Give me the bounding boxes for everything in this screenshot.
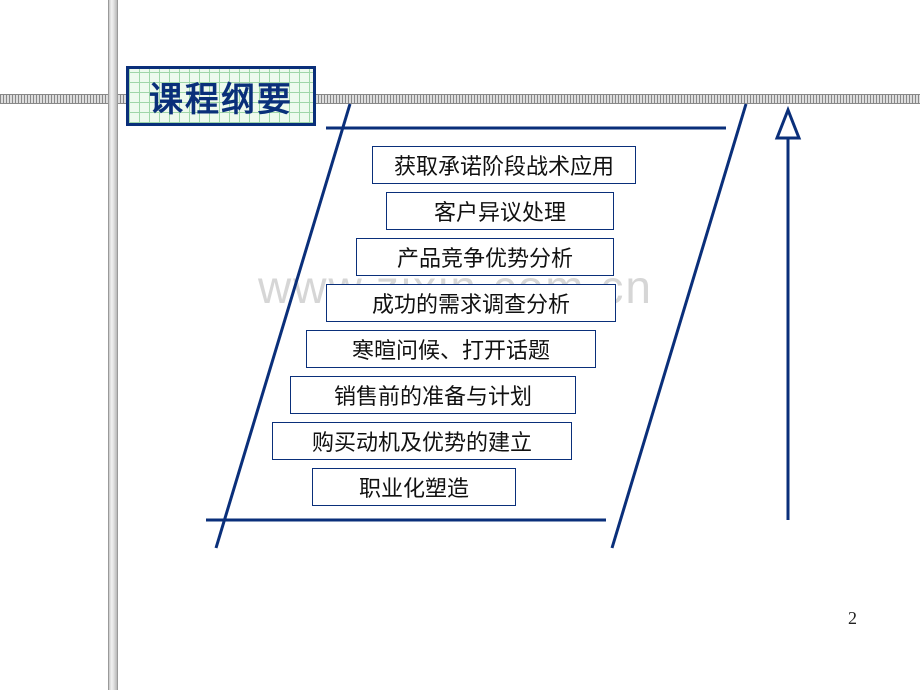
arrow-head — [777, 110, 799, 138]
outline-item-label: 产品竞争优势分析 — [397, 241, 573, 273]
vertical-rule — [108, 0, 118, 690]
outline-item: 成功的需求调查分析 — [326, 284, 616, 322]
outline-item: 销售前的准备与计划 — [290, 376, 576, 414]
outline-item-label: 购买动机及优势的建立 — [312, 425, 532, 457]
outline-item: 职业化塑造 — [312, 468, 516, 506]
outline-item: 购买动机及优势的建立 — [272, 422, 572, 460]
outline-item-label: 成功的需求调查分析 — [372, 287, 570, 319]
outline-item-label: 获取承诺阶段战术应用 — [394, 149, 614, 181]
outline-item-label: 职业化塑造 — [359, 471, 469, 503]
outline-item-label: 寒暄问候、打开话题 — [352, 333, 550, 365]
outline-item-label: 销售前的准备与计划 — [334, 379, 532, 411]
title-box: 课程纲要 — [126, 66, 316, 126]
slide: 课程纲要 www.zixin.com.cn 获取承诺阶段战术应用客户异议处理产品… — [0, 0, 920, 690]
outline-item: 客户异议处理 — [386, 192, 614, 230]
title-text: 课程纲要 — [149, 72, 293, 121]
outline-item: 获取承诺阶段战术应用 — [372, 146, 636, 184]
outline-item: 寒暄问候、打开话题 — [306, 330, 596, 368]
outline-item-label: 客户异议处理 — [434, 195, 566, 227]
page-number: 2 — [848, 608, 857, 629]
outline-item: 产品竞争优势分析 — [356, 238, 614, 276]
